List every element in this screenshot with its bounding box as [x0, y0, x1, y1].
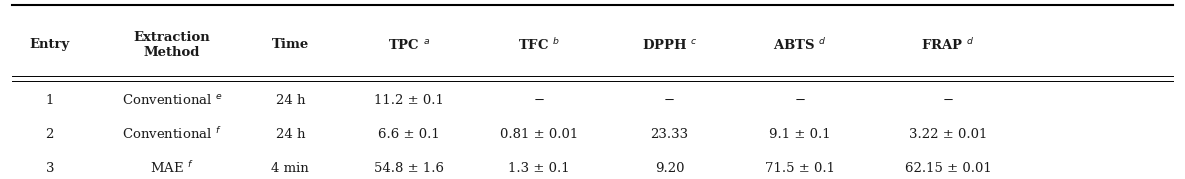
Text: 24 h: 24 h — [276, 94, 305, 107]
Text: 62.15 ± 0.01: 62.15 ± 0.01 — [904, 162, 992, 175]
Text: 3: 3 — [45, 162, 55, 175]
Text: 9.20: 9.20 — [655, 162, 684, 175]
Text: 54.8 ± 1.6: 54.8 ± 1.6 — [373, 162, 444, 175]
Text: 9.1 ± 0.1: 9.1 ± 0.1 — [769, 128, 831, 141]
Text: −: − — [942, 94, 954, 107]
Text: Time: Time — [271, 38, 309, 51]
Text: TFC $^{b}$: TFC $^{b}$ — [518, 37, 561, 53]
Text: TPC $^{a}$: TPC $^{a}$ — [387, 38, 430, 52]
Text: Conventional $^{f}$: Conventional $^{f}$ — [122, 126, 222, 142]
Text: 0.81 ± 0.01: 0.81 ± 0.01 — [500, 128, 578, 141]
Text: Entry: Entry — [30, 38, 70, 51]
Text: 11.2 ± 0.1: 11.2 ± 0.1 — [374, 94, 443, 107]
Text: 4 min: 4 min — [271, 162, 309, 175]
Text: 1: 1 — [45, 94, 55, 107]
Text: 3.22 ± 0.01: 3.22 ± 0.01 — [909, 128, 987, 141]
Text: 71.5 ± 0.1: 71.5 ± 0.1 — [764, 162, 835, 175]
Text: 6.6 ± 0.1: 6.6 ± 0.1 — [378, 128, 440, 141]
Text: FRAP $^{d}$: FRAP $^{d}$ — [922, 37, 974, 53]
Text: 24 h: 24 h — [276, 128, 305, 141]
Text: 2: 2 — [45, 128, 55, 141]
Text: MAE $^{f}$: MAE $^{f}$ — [150, 160, 193, 176]
Text: −: − — [533, 94, 545, 107]
Text: ABTS $^{d}$: ABTS $^{d}$ — [773, 37, 827, 53]
Text: DPPH $^{c}$: DPPH $^{c}$ — [642, 38, 697, 52]
Text: −: − — [794, 94, 806, 107]
Text: 23.33: 23.33 — [651, 128, 688, 141]
Text: −: − — [664, 94, 675, 107]
Text: Extraction
Method: Extraction Method — [134, 31, 210, 59]
Text: 1.3 ± 0.1: 1.3 ± 0.1 — [508, 162, 570, 175]
Text: Conventional $^{e}$: Conventional $^{e}$ — [122, 93, 222, 107]
